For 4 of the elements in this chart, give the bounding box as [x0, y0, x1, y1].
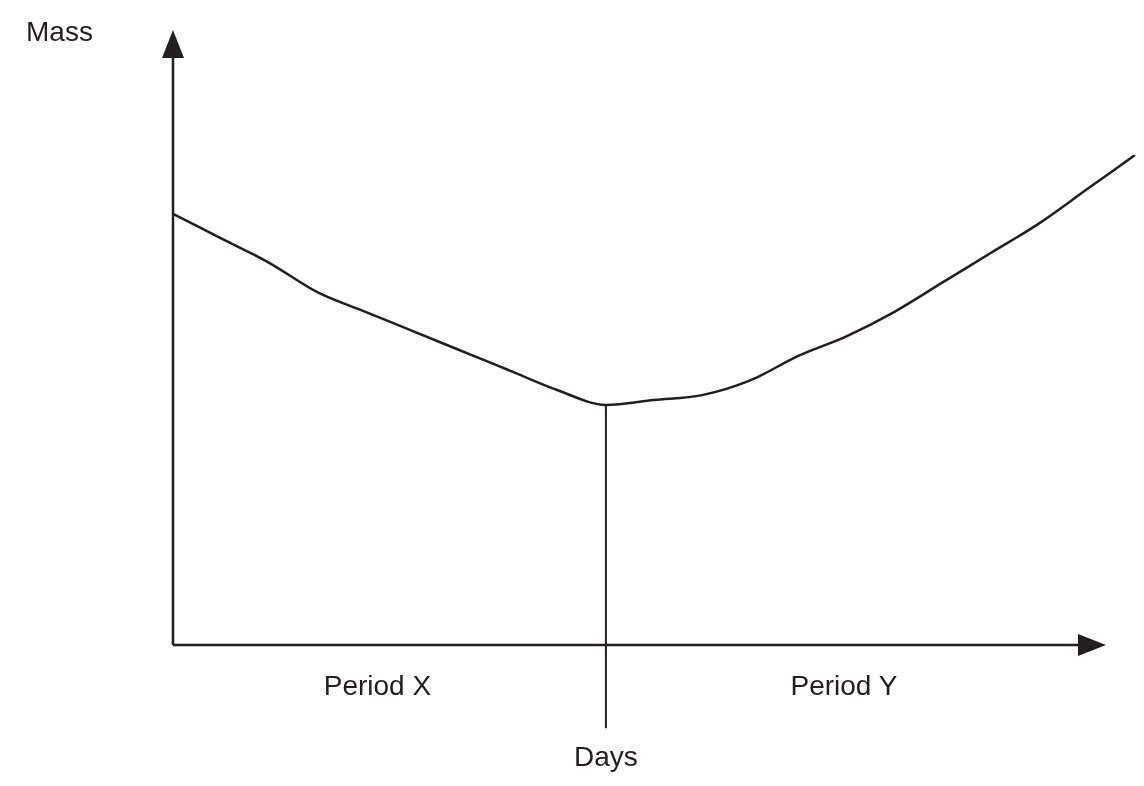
- y-axis-title: Mass: [26, 16, 93, 48]
- text: Period X: [322, 670, 433, 702]
- text: Period Y: [789, 670, 899, 702]
- x-axis-title: Days: [573, 741, 639, 773]
